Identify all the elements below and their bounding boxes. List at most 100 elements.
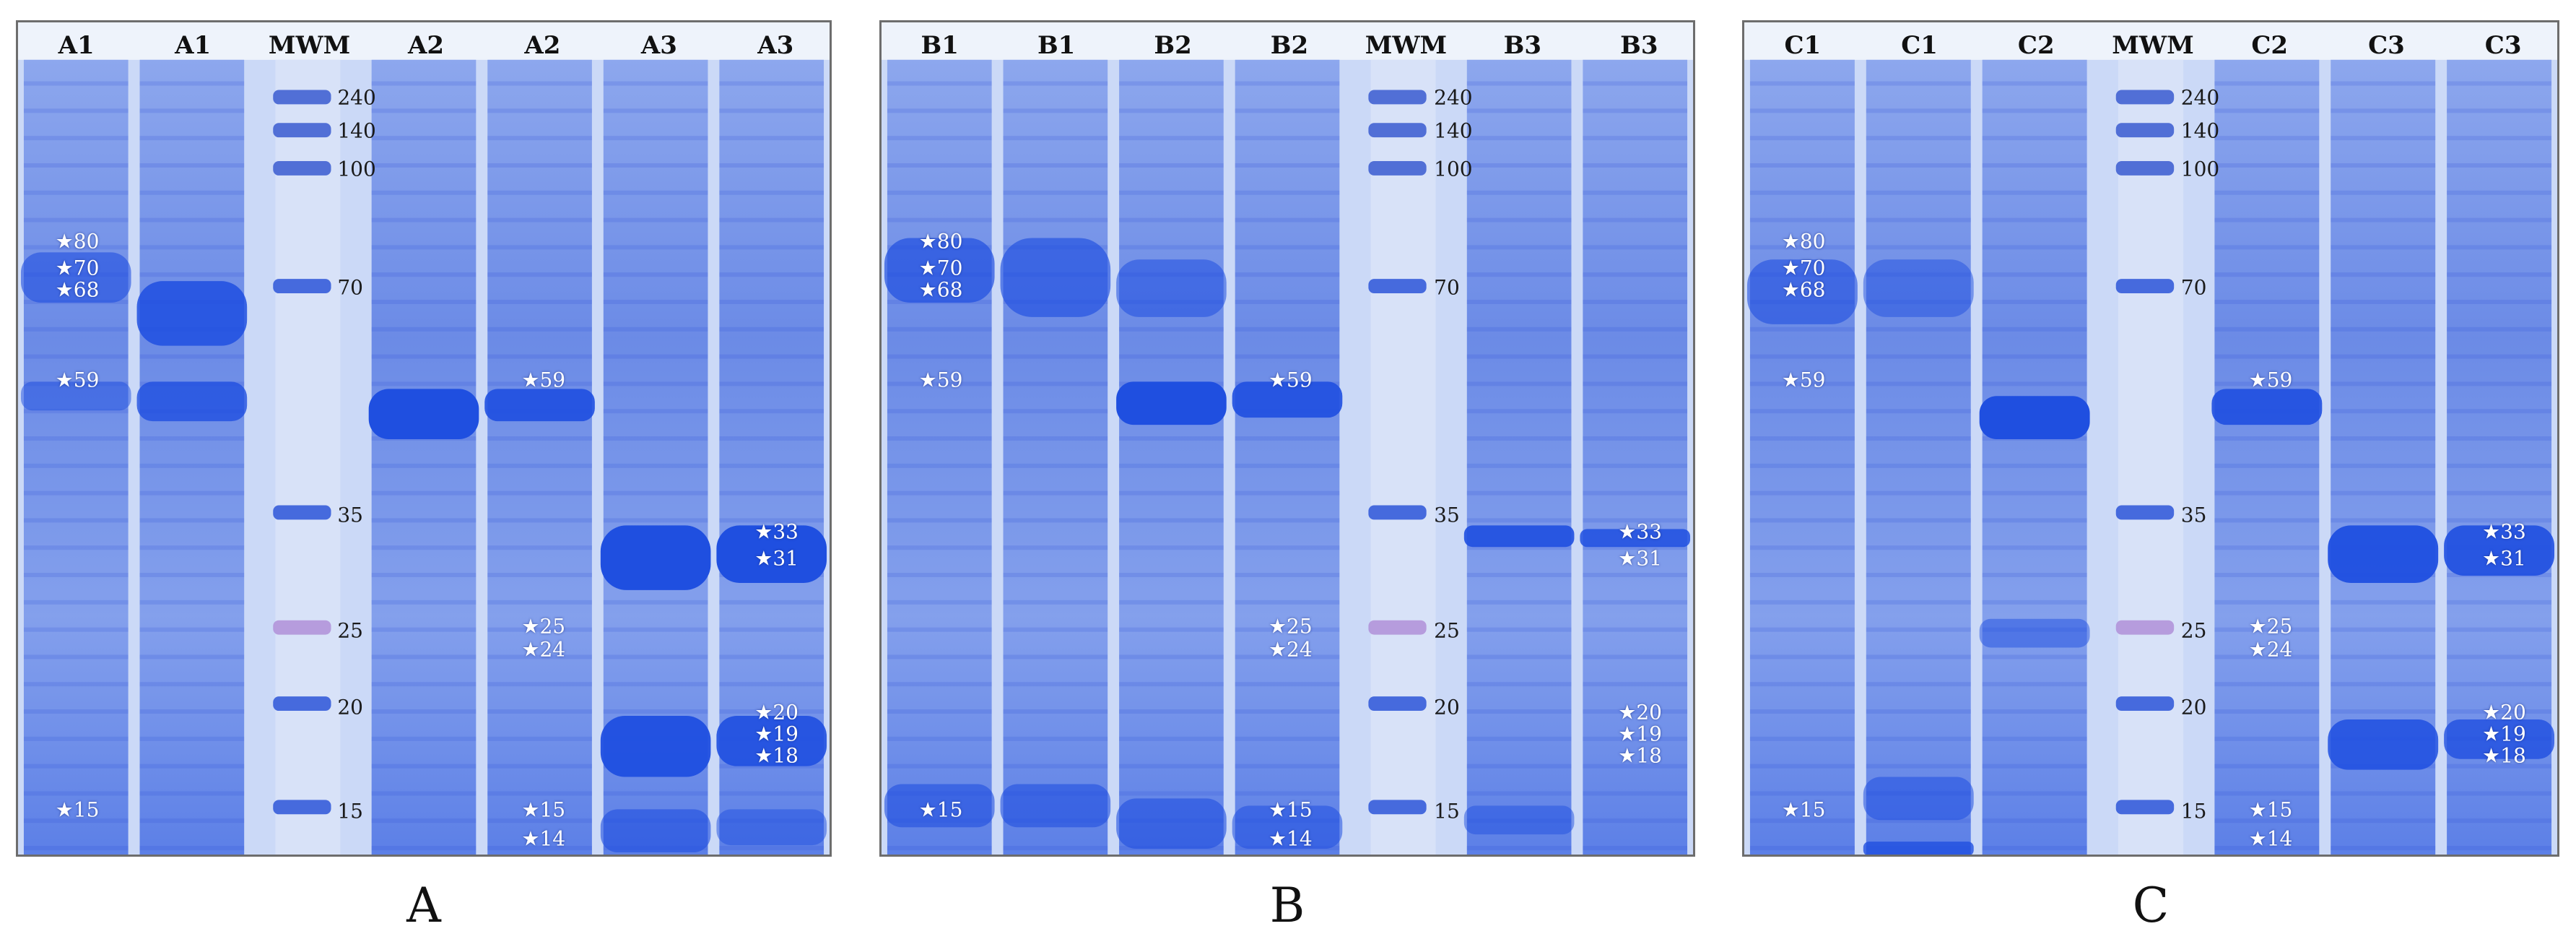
band-star-label: ★59 — [919, 368, 963, 392]
star-icon: ★ — [1268, 797, 1287, 822]
lane-label: C3 — [2484, 31, 2522, 60]
mwm-marker-label: 100 — [337, 157, 376, 181]
band-size-label: 19 — [2500, 722, 2526, 746]
mwm-marker-label: 25 — [2180, 618, 2207, 643]
star-icon: ★ — [55, 256, 74, 280]
mwm-marker-label: 140 — [1434, 118, 1473, 143]
band-star-label: ★80 — [1782, 230, 1826, 254]
mwm-marker-label: 15 — [1434, 799, 1460, 823]
band-size-label: 80 — [936, 229, 963, 254]
star-icon: ★ — [754, 700, 773, 725]
star-icon: ★ — [2482, 700, 2501, 725]
lane-label: C1 — [1901, 31, 1938, 60]
band-star-label: ★15 — [1782, 798, 1826, 822]
band-size-label: 70 — [936, 256, 963, 280]
star-icon: ★ — [521, 826, 540, 851]
band-star-label: ★15 — [2249, 798, 2293, 822]
band-size-label: 31 — [773, 546, 799, 571]
band-size-label: 80 — [1799, 229, 1826, 254]
star-icon: ★ — [918, 368, 937, 392]
mwm-marker-label: 100 — [1434, 157, 1473, 181]
band-star-label: ★68 — [1782, 278, 1826, 302]
star-icon: ★ — [2248, 637, 2267, 662]
star-icon: ★ — [1781, 229, 1800, 254]
star-icon: ★ — [2482, 519, 2501, 544]
mwm-marker-label: 20 — [337, 695, 363, 719]
lane-label: A2 — [524, 31, 561, 60]
star-icon: ★ — [2482, 546, 2501, 571]
band-star-label: ★18 — [1618, 744, 1662, 768]
band-size-label: 59 — [539, 368, 566, 392]
star-icon: ★ — [2248, 797, 2267, 822]
band-star-label: ★24 — [2249, 638, 2293, 662]
lane-label: B3 — [1503, 31, 1542, 60]
band-star-label: ★31 — [1618, 547, 1662, 571]
star-icon: ★ — [521, 368, 540, 392]
band-size-label: 24 — [539, 637, 566, 662]
band-size-label: 14 — [2266, 826, 2293, 851]
band-size-label: 19 — [1636, 722, 1662, 746]
band-size-label: 70 — [73, 256, 100, 280]
band-star-label: ★33 — [754, 520, 799, 544]
panel-caption: C — [2132, 878, 2170, 933]
band-size-label: 68 — [73, 277, 100, 302]
band-star-label: ★80 — [56, 230, 100, 254]
band-star-label: ★25 — [2249, 615, 2293, 639]
band-size-label: 19 — [773, 722, 799, 746]
band-size-label: 20 — [773, 700, 799, 725]
mwm-marker-label: 15 — [337, 799, 363, 823]
mwm-marker-label: 20 — [1434, 695, 1460, 719]
band-star-label: ★15 — [56, 798, 100, 822]
star-icon: ★ — [1268, 614, 1287, 639]
band-size-label: 15 — [73, 797, 100, 822]
band-star-label: ★68 — [56, 278, 100, 302]
band-star-label: ★59 — [2249, 368, 2293, 392]
star-icon: ★ — [1618, 743, 1637, 768]
band-size-label: 59 — [2266, 368, 2293, 392]
mwm-marker-label: 25 — [337, 618, 363, 643]
band-size-label: 18 — [1636, 743, 1662, 768]
star-icon: ★ — [918, 229, 937, 254]
star-icon: ★ — [754, 722, 773, 746]
lane-label: C3 — [2368, 31, 2405, 60]
gel-panel-C: C1 C1 C2 MWM C2 C3 C3 240 140 100 70 35 25 20 15 ★80 ★70… — [1742, 20, 2559, 857]
band-size-label: 24 — [1287, 637, 1313, 662]
mwm-marker-label: 35 — [1434, 503, 1460, 527]
mwm-marker-label: 35 — [337, 503, 363, 527]
gel-image — [882, 22, 1693, 855]
band-size-label: 15 — [1287, 797, 1313, 822]
mwm-marker-label: 240 — [337, 85, 376, 110]
band-size-label: 59 — [1799, 368, 1826, 392]
star-icon: ★ — [754, 546, 773, 571]
band-size-label: 18 — [773, 743, 799, 768]
band-star-label: ★15 — [1269, 798, 1313, 822]
band-star-label: ★59 — [521, 368, 565, 392]
band-size-label: 15 — [2266, 797, 2293, 822]
star-icon: ★ — [2248, 614, 2267, 639]
mwm-marker-label: 240 — [1434, 85, 1473, 110]
panel-caption: B — [1269, 878, 1305, 933]
gel-image — [1744, 22, 2557, 855]
mwm-marker-label: 70 — [2180, 275, 2207, 300]
gel-image — [18, 22, 830, 855]
band-size-label: 18 — [2500, 743, 2526, 768]
band-size-label: 68 — [936, 277, 963, 302]
band-size-label: 31 — [2500, 546, 2526, 571]
lane-label: A2 — [407, 31, 445, 60]
lane-label: B2 — [1270, 31, 1309, 60]
star-icon: ★ — [1268, 637, 1287, 662]
star-icon: ★ — [521, 614, 540, 639]
lane-label: A1 — [58, 31, 95, 60]
star-icon: ★ — [918, 797, 937, 822]
band-star-label: ★59 — [1269, 368, 1313, 392]
star-icon: ★ — [2248, 368, 2267, 392]
band-star-label: ★20 — [2482, 701, 2526, 725]
band-size-label: 68 — [1799, 277, 1826, 302]
band-size-label: 15 — [539, 797, 566, 822]
mwm-marker-label: 100 — [2180, 157, 2220, 181]
band-size-label: 15 — [1799, 797, 1826, 822]
band-star-label: ★70 — [919, 256, 963, 280]
mwm-marker-label: 35 — [2180, 503, 2207, 527]
band-star-label: ★15 — [521, 798, 565, 822]
band-size-label: 14 — [539, 826, 566, 851]
